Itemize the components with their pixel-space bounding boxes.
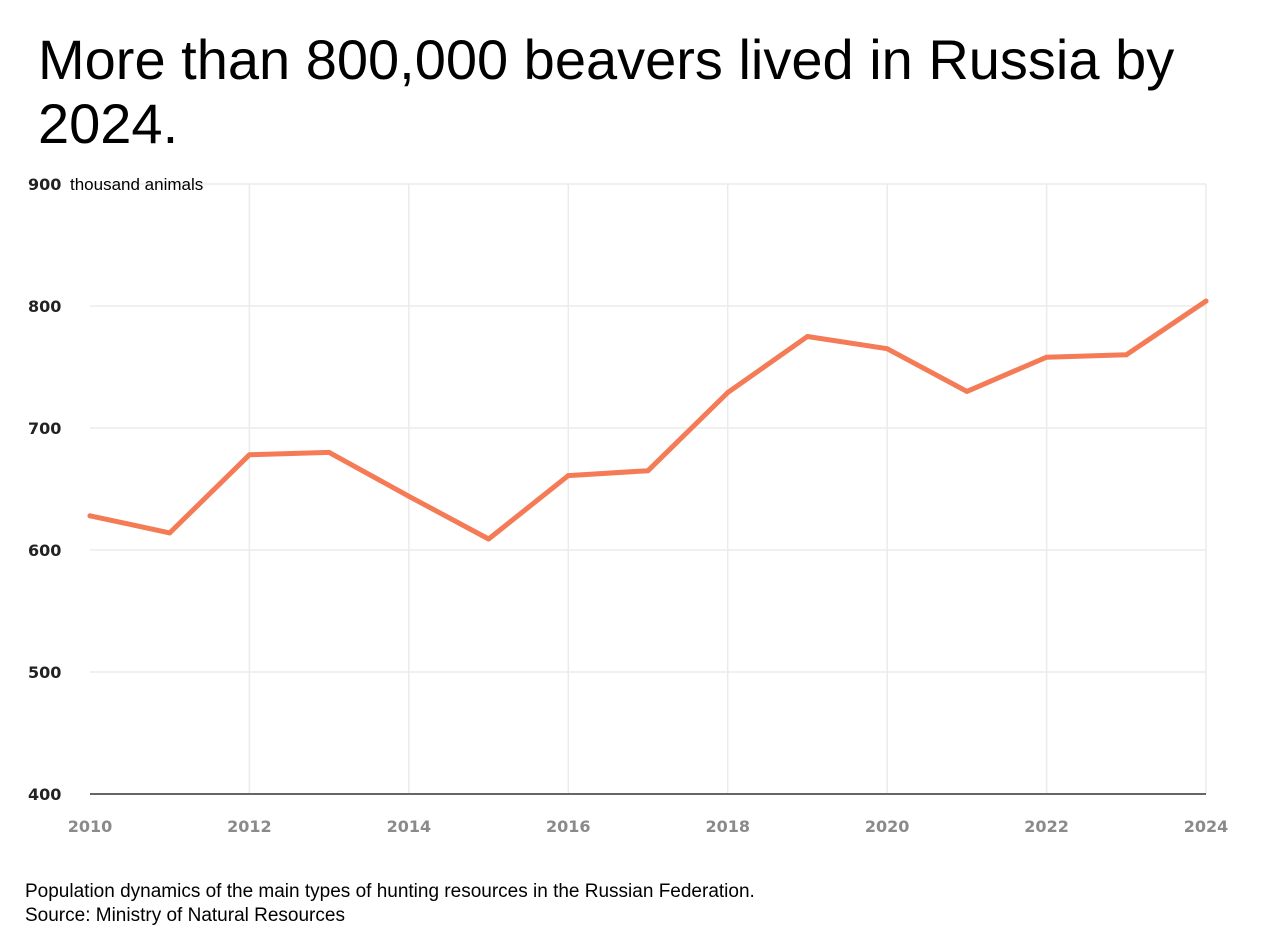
x-tick-label: 2014 [387,817,432,836]
chart-source: Source: Ministry of Natural Resources [25,905,345,926]
series-polyline [87,298,1209,542]
y-axis-unit-label: thousand animals [70,175,203,194]
x-tick-label: 2024 [1184,817,1229,836]
data-point-2017 [645,468,651,474]
data-point-2018 [725,390,731,396]
x-tick-label: 2020 [865,817,910,836]
y-tick-labels: 400 500 600 700 800 900 [28,175,61,804]
data-point-2010 [87,513,93,519]
vertical-gridlines [248,184,1207,794]
x-tick-label: 2016 [546,817,591,836]
x-tick-label: 2022 [1024,817,1069,836]
data-point-2022 [1044,354,1050,360]
data-point-2014 [406,493,412,499]
data-point-2011 [167,530,173,536]
data-point-2012 [246,452,252,458]
data-point-2013 [326,449,332,455]
y-tick-label: 700 [28,419,61,438]
data-point-2021 [964,388,970,394]
x-tick-label: 2018 [705,817,750,836]
data-point-2016 [565,473,571,479]
y-tick-label: 900 [28,175,61,194]
x-tick-label: 2010 [68,817,113,836]
x-tick-labels: 2010 2012 2014 2016 2018 2020 2022 2024 [68,817,1229,836]
data-point-2015 [486,536,492,542]
data-point-2019 [804,334,810,339]
y-tick-label: 600 [28,541,61,560]
series-line [87,298,1209,542]
x-tick-label: 2012 [227,817,272,836]
y-tick-label: 500 [28,663,61,682]
chart-footer: Population dynamics of the main types of… [25,880,755,928]
chart-caption: Population dynamics of the main types of… [25,881,755,902]
y-tick-label: 400 [28,785,61,804]
horizontal-gridlines [90,183,1206,673]
page-title: More than 800,000 beavers lived in Russi… [38,28,1175,155]
y-tick-label: 800 [28,297,61,316]
data-point-2024 [1203,298,1209,304]
data-point-2020 [884,346,890,352]
data-point-2023 [1123,352,1129,358]
